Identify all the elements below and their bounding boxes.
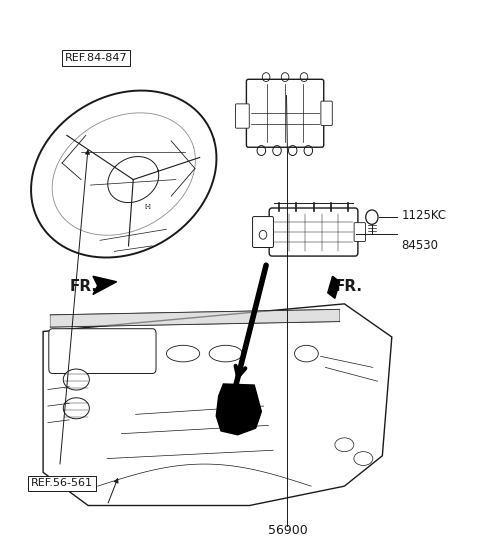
Ellipse shape [295, 345, 318, 362]
Text: 1125KC: 1125KC [401, 209, 446, 222]
Ellipse shape [63, 398, 89, 418]
Text: REF.56-561: REF.56-561 [31, 478, 93, 488]
FancyBboxPatch shape [354, 223, 365, 242]
Polygon shape [43, 304, 392, 506]
Text: 84530: 84530 [401, 239, 438, 252]
Ellipse shape [167, 345, 200, 362]
Text: FR.: FR. [335, 278, 363, 294]
Polygon shape [50, 309, 340, 327]
Text: 56900: 56900 [267, 524, 307, 537]
Ellipse shape [354, 451, 373, 465]
FancyBboxPatch shape [252, 217, 274, 248]
Circle shape [366, 210, 378, 224]
FancyBboxPatch shape [49, 329, 156, 373]
Text: ℍ: ℍ [144, 204, 151, 210]
Polygon shape [328, 276, 340, 299]
Ellipse shape [209, 345, 242, 362]
Ellipse shape [63, 369, 89, 390]
Text: REF.84-847: REF.84-847 [64, 53, 127, 63]
FancyBboxPatch shape [321, 101, 332, 126]
FancyBboxPatch shape [269, 208, 358, 256]
Ellipse shape [335, 438, 354, 451]
FancyBboxPatch shape [246, 79, 324, 147]
Text: FR.: FR. [69, 278, 97, 294]
FancyBboxPatch shape [236, 104, 249, 128]
Polygon shape [93, 276, 117, 295]
Polygon shape [216, 384, 261, 435]
